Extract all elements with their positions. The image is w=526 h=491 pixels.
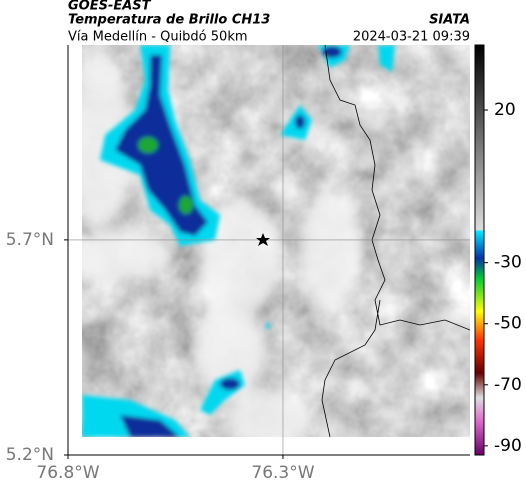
- colorbar-tick-label: 20: [494, 100, 516, 120]
- colorbar-tick-label: -30: [494, 253, 522, 273]
- cold-cloud: [82, 45, 395, 437]
- source: SIATA: [429, 13, 470, 28]
- location-star: [256, 233, 270, 246]
- timestamp: 2024-03-21 09:39: [353, 30, 470, 45]
- x-tick-label: 76.8°W: [36, 463, 99, 483]
- colorbar-tick-label: -70: [494, 375, 522, 395]
- satellite-image: [82, 45, 470, 437]
- subtitle: Temperatura de Brillo CH13: [68, 13, 270, 28]
- colorbar-tick-label: -50: [494, 314, 522, 334]
- colorbar: [474, 44, 485, 456]
- y-tick-label: 5.2°N: [6, 445, 54, 465]
- route: Vía Medellín - Quibdó 50km: [68, 30, 248, 45]
- colorbar-tick-label: -90: [494, 436, 522, 456]
- x-tick-label: 76.3°W: [251, 463, 314, 483]
- title: GOES-EAST: [68, 0, 152, 14]
- y-tick-label: 5.7°N: [6, 230, 54, 250]
- border-line: [321, 45, 470, 437]
